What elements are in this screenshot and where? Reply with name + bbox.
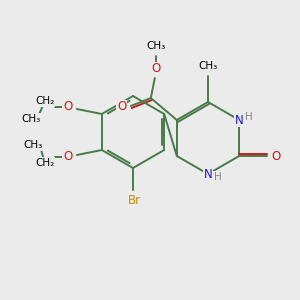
Text: CH₃: CH₃ bbox=[23, 140, 42, 150]
Text: CH₂: CH₂ bbox=[35, 96, 54, 106]
Text: O: O bbox=[63, 100, 72, 113]
Text: O: O bbox=[63, 151, 72, 164]
Text: O: O bbox=[151, 62, 160, 76]
Text: O: O bbox=[272, 149, 281, 163]
Text: CH₃: CH₃ bbox=[198, 61, 218, 71]
Text: N: N bbox=[235, 113, 244, 127]
Text: N: N bbox=[204, 167, 212, 181]
Text: H: H bbox=[214, 172, 222, 182]
Text: H: H bbox=[245, 112, 253, 122]
Text: CH₃: CH₃ bbox=[21, 114, 40, 124]
Text: CH₂: CH₂ bbox=[35, 158, 54, 168]
Text: Br: Br bbox=[128, 194, 141, 206]
Text: O: O bbox=[117, 100, 126, 113]
Text: CH₃: CH₃ bbox=[146, 41, 165, 51]
